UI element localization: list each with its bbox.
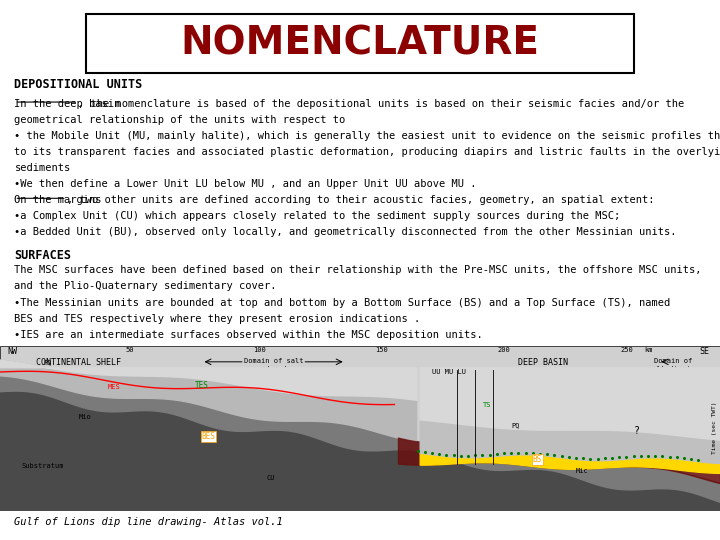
Text: UU MU LU: UU MU LU	[432, 369, 466, 375]
Text: sediments: sediments	[14, 163, 71, 173]
Text: km: km	[644, 347, 653, 353]
Text: TES: TES	[194, 381, 208, 390]
Text: geometrical relationship of the units with respect to: geometrical relationship of the units wi…	[14, 115, 346, 125]
Text: retreat: retreat	[258, 366, 289, 372]
Text: CU: CU	[266, 475, 275, 481]
Text: and the Plio-Quaternary sedimentary cover.: and the Plio-Quaternary sedimentary cove…	[14, 281, 277, 292]
Text: Mio: Mio	[79, 414, 92, 420]
Text: •IES are an intermediate surfaces observed within the MSC deposition units.: •IES are an intermediate surfaces observ…	[14, 329, 483, 340]
Text: , the nomenclature is based of the depositional units is based on their seismic : , the nomenclature is based of the depos…	[78, 99, 684, 109]
Text: Domain of: Domain of	[654, 357, 693, 363]
Text: 200: 200	[498, 347, 510, 353]
Text: •a Bedded Unit (BU), observed only locally, and geometrically disconnected from : •a Bedded Unit (BU), observed only local…	[14, 227, 677, 237]
Text: CONTINENTAL SHELF: CONTINENTAL SHELF	[36, 357, 121, 367]
Text: Domain of salt: Domain of salt	[244, 357, 303, 363]
Text: •We then define a Lower Unit LU below MU , and an Upper Unit UU above MU .: •We then define a Lower Unit LU below MU…	[14, 179, 477, 189]
Bar	[0, 346, 720, 510]
Text: BES: BES	[202, 432, 215, 441]
Text: 100: 100	[253, 347, 266, 353]
Text: , two other units are defined according to their acoustic facies, geometry, an s: , two other units are defined according …	[67, 195, 654, 205]
Text: to its transparent facies and associated plastic deformation, producing diapirs : to its transparent facies and associated…	[14, 147, 720, 157]
Text: PQ: PQ	[43, 360, 52, 366]
Text: DEEP BASIN: DEEP BASIN	[518, 357, 568, 367]
Text: SURFACES: SURFACES	[14, 248, 71, 261]
Text: 150: 150	[375, 347, 388, 353]
Text: In the deep basin: In the deep basin	[14, 99, 121, 109]
Text: 50: 50	[125, 347, 134, 353]
Text: •The Messinian units are bounded at top and bottom by a Bottom Surface (BS) and : •The Messinian units are bounded at top …	[14, 298, 670, 307]
Text: Gulf of Lions dip line drawing- Atlas vol.1: Gulf of Lions dip line drawing- Atlas vo…	[14, 517, 283, 528]
Text: BS: BS	[533, 455, 542, 464]
Text: PQ: PQ	[511, 422, 520, 428]
Text: NOMENCLATURE: NOMENCLATURE	[181, 24, 539, 62]
Text: On the margins: On the margins	[14, 195, 102, 205]
FancyBboxPatch shape	[86, 14, 634, 73]
Text: SE: SE	[699, 347, 709, 356]
Text: ?: ?	[634, 426, 639, 436]
Text: Mic: Mic	[576, 468, 589, 474]
Text: DEPOSITIONAL UNITS: DEPOSITIONAL UNITS	[14, 78, 143, 91]
Text: Substratum: Substratum	[22, 463, 64, 469]
Text: • the Mobile Unit (MU, mainly halite), which is generally the easiest unit to ev: • the Mobile Unit (MU, mainly halite), w…	[14, 131, 720, 141]
Text: 250: 250	[620, 347, 633, 353]
Text: BES and TES respectively where they present erosion indications .: BES and TES respectively where they pres…	[14, 314, 420, 323]
Text: •a Complex Unit (CU) which appears closely related to the sediment supply source: •a Complex Unit (CU) which appears close…	[14, 211, 621, 221]
Text: salt diapirs: salt diapirs	[648, 366, 698, 372]
Text: Time (sec TWT): Time (sec TWT)	[713, 402, 717, 454]
Text: The MSC surfaces have been defined based on their relationship with the Pre-MSC : The MSC surfaces have been defined based…	[14, 266, 702, 275]
Text: MES: MES	[108, 384, 121, 390]
Text: NW: NW	[7, 347, 17, 356]
Text: TS: TS	[482, 402, 491, 408]
